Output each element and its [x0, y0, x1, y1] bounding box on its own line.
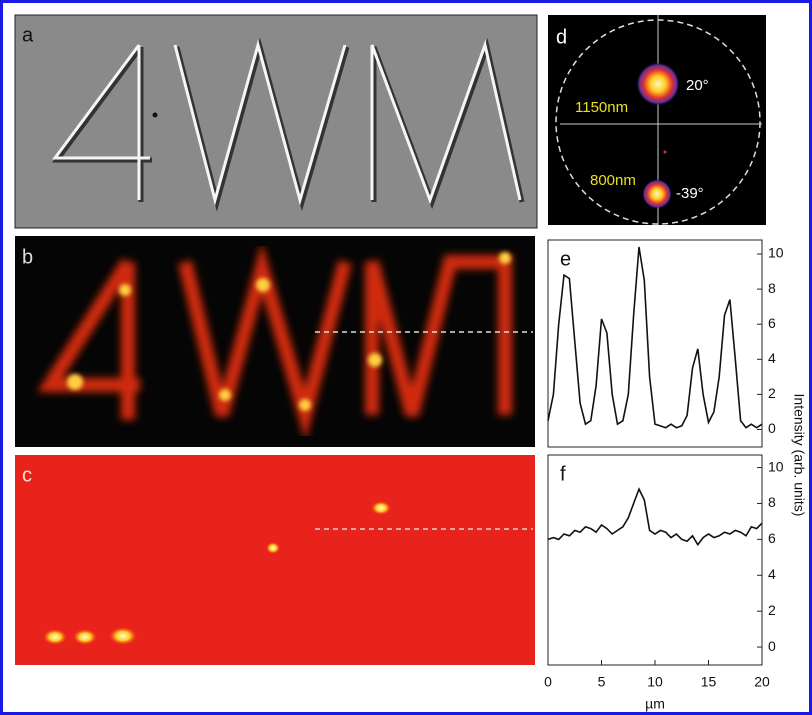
- panel-c: [15, 455, 535, 665]
- x-axis-label: µm: [645, 696, 665, 712]
- y-tick-label: 0: [768, 638, 776, 654]
- annotation: 1150nm: [575, 99, 628, 116]
- y-tick-label: 10: [768, 245, 784, 261]
- y-tick-label: 8: [768, 280, 776, 296]
- x-tick-label: 10: [647, 674, 663, 690]
- y-axis-label: Intensity (arb. units): [791, 394, 807, 517]
- data-line: [547, 246, 763, 429]
- panel-a: [14, 14, 538, 229]
- y-tick-label: 10: [768, 458, 784, 474]
- x-tick-label: 5: [598, 674, 606, 690]
- plot-area: [547, 239, 763, 448]
- annotation: 20°: [686, 77, 709, 94]
- annotation: -39°: [676, 185, 704, 202]
- annotation: 800nm: [590, 172, 636, 189]
- panel-label: b: [22, 246, 33, 268]
- x-tick-label: 0: [544, 674, 552, 690]
- y-tick-label: 2: [768, 602, 776, 618]
- data-line: [547, 487, 763, 547]
- panel-label: a: [22, 24, 34, 46]
- y-tick-label: 6: [768, 315, 776, 331]
- y-tick-label: 4: [768, 566, 776, 582]
- panel-label: e: [560, 248, 571, 270]
- panel-label: c: [22, 464, 32, 486]
- panel-d: [548, 15, 766, 225]
- x-tick-label: 20: [754, 674, 770, 690]
- panel-label: f: [560, 463, 566, 485]
- panel-label: d: [556, 26, 567, 48]
- y-tick-label: 4: [768, 350, 776, 366]
- panel-b: [15, 236, 535, 447]
- y-tick-label: 2: [768, 385, 776, 401]
- y-tick-label: 8: [768, 494, 776, 510]
- y-tick-label: 6: [768, 530, 776, 546]
- x-tick-label: 15: [701, 674, 717, 690]
- y-tick-label: 0: [768, 420, 776, 436]
- plot-area: [547, 454, 763, 666]
